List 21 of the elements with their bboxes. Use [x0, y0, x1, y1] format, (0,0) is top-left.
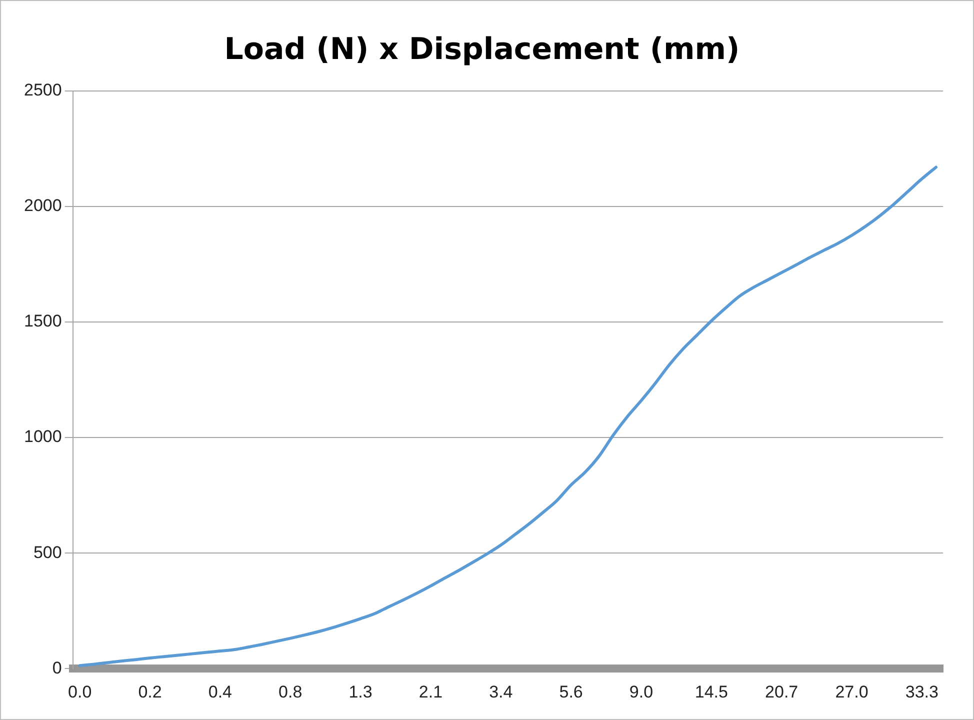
- x-tick-label: 0.0: [68, 682, 92, 702]
- y-tick-label: 2000: [24, 196, 62, 216]
- y-tick-label: 1500: [24, 312, 62, 331]
- x-tick-label: 14.5: [694, 682, 728, 702]
- y-tick-label: 2500: [24, 80, 62, 100]
- x-tick-label: 2.1: [418, 682, 443, 702]
- y-tick-label: 1000: [24, 427, 62, 446]
- y-tick-label: 0: [52, 658, 62, 678]
- x-tick-label: 9.0: [629, 682, 654, 702]
- line-series: [78, 166, 938, 668]
- x-tick-label: 20.7: [765, 682, 798, 702]
- chart-title: Load (N) x Displacement (mm): [224, 32, 740, 67]
- x-tick-label: 0.8: [278, 682, 302, 702]
- x-tick-label: 1.3: [348, 682, 372, 702]
- x-tick-label: 27.0: [835, 682, 868, 702]
- x-tick-label: 33.3: [905, 682, 938, 702]
- y-tick-label: 500: [33, 542, 62, 562]
- x-tick-label: 3.4: [489, 682, 513, 702]
- x-tick-label: 0.4: [208, 682, 232, 702]
- x-tick-label: 5.6: [559, 682, 583, 702]
- x-tick-label: 0.2: [138, 682, 162, 702]
